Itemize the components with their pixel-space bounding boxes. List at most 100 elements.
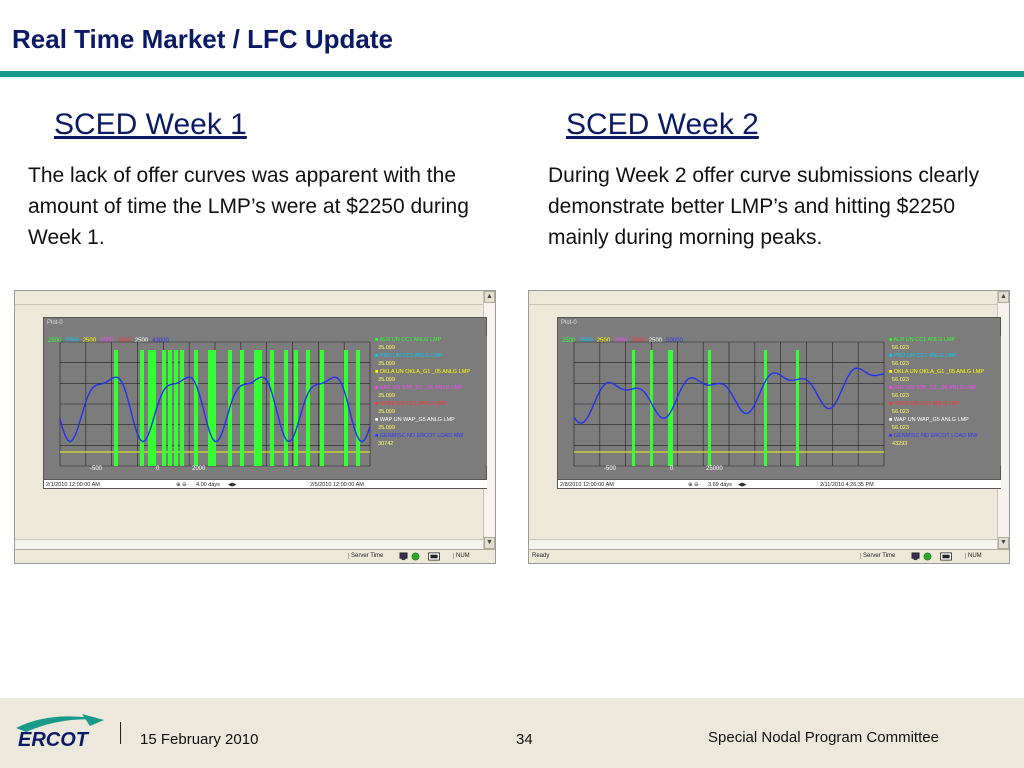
legend-label: ■ OKLA UN OKLA_G1 _05 ANLG LMP (375, 369, 471, 375)
week1-heading: SCED Week 1 (54, 108, 247, 141)
header-value: 2500 (82, 338, 97, 344)
nav-arrows-icon[interactable]: ◀▶ (738, 482, 747, 488)
slide-footer: ERCOT 15 February 2010 34 Special Nodal … (0, 698, 1024, 768)
bottom-value: 2000 (192, 466, 206, 472)
price-spike (114, 350, 118, 466)
bottom-value: 25000 (706, 466, 723, 472)
axis-span: 3.69 days (708, 482, 732, 488)
price-spike (168, 350, 172, 466)
horizontal-scrollbar[interactable] (529, 539, 997, 549)
legend-value: 56.023 (889, 425, 909, 431)
bottom-value: 0 (156, 466, 160, 472)
legend-item: ■ OKLA UN OKLA_G1 _05 ANLG LMP 56.023 (889, 368, 1001, 384)
window-statusbar: Server Time NUM (15, 549, 495, 563)
price-spike (194, 350, 198, 466)
server-time-label: Server Time (348, 553, 394, 559)
legend-label: ■ OKLA UN OKLA_G1 _05 ANLG LMP (889, 369, 985, 375)
price-spike (668, 350, 671, 466)
monitor-icon (399, 552, 408, 561)
plot-header-values: 2500 2500 2500 2500 2500 2500 43000 (48, 338, 173, 344)
legend-value: 56.023 (889, 361, 909, 367)
legend-value: 35.099 (375, 393, 395, 399)
legend-item: ■ ALR UN CC1 ANLG LMP 56.023 (889, 336, 1001, 352)
week1-time-axis: 2/1/2010 12:00:00 AM ⊕ ⊖ 4.00 days ◀▶ 2/… (44, 479, 487, 488)
num-lock-label: NUM (453, 553, 470, 559)
legend-item: ■ WAP UN WAP_G5 ANLG LMP 56.023 (889, 416, 1001, 432)
legend-item: ■ ALR UN CC1 ANLG LMP 35.099 (375, 336, 487, 352)
week1-screenshot-window: ▲ ▼ Plot-0 2500 2500 2500 2500 2500 2500 43000 … (14, 290, 496, 564)
ready-label: Ready (532, 553, 550, 559)
price-spike (212, 350, 216, 466)
price-spike (180, 350, 184, 466)
week2-legend: ■ ALR UN CC1 ANLG LMP 56.023 ■ PSO UN CC1… (889, 336, 1001, 466)
legend-label: ■ WAP UN WAP_G5 ANLG LMP (889, 417, 969, 423)
price-spike (356, 350, 360, 466)
price-spike (650, 350, 653, 466)
legend-label: ■ PSO UN CC1 ANLG LMP (375, 353, 443, 359)
legend-value: 35.099 (375, 409, 395, 415)
week2-screenshot-window: ▲ ▼ Plot-0 2500 2500 2500 2500 2500 2500 50000 … (528, 290, 1010, 564)
week1-plot: Plot-0 2500 2500 2500 2500 2500 2500 43000 -50… (43, 317, 487, 489)
week2-plot: Plot-0 2500 2500 2500 2500 2500 2500 50000 -50… (557, 317, 1001, 489)
legend-value: 56.023 (889, 393, 909, 399)
legend-label: ■ ALR UN CC1 ANLG LMP (889, 337, 956, 343)
legend-label: ■ GENMISC ND ERCOT LOAD MW (375, 433, 464, 439)
legend-label: ■ DUKE UN CC1 ANLG LMP (889, 401, 961, 407)
legend-value: 56.023 (889, 409, 909, 415)
scroll-down-icon[interactable]: ▼ (484, 537, 495, 549)
price-spike (344, 350, 348, 466)
window-topbar (15, 291, 495, 305)
scroll-up-icon[interactable]: ▲ (998, 291, 1009, 303)
num-lock-label: NUM (965, 553, 982, 559)
bottom-value: 0 (670, 466, 674, 472)
zoom-controls-icon[interactable]: ⊕ ⊖ (688, 482, 699, 488)
week1-line-chart: -500 0 2000 (59, 341, 371, 472)
price-spike (284, 350, 288, 466)
nav-arrows-icon[interactable]: ◀▶ (228, 482, 237, 488)
load-curve (59, 376, 371, 443)
scroll-down-icon[interactable]: ▼ (998, 537, 1009, 549)
header-value: 2500 (117, 338, 131, 344)
page-number: 34 (516, 731, 533, 748)
legend-item: ■ WAP UN WAP_G5 ANLG LMP 35.099 (375, 416, 487, 432)
price-spike (174, 350, 178, 466)
legend-value: 43293 (889, 441, 908, 447)
price-spike (208, 350, 212, 466)
legend-item: ■ ERF UN STP_G1 _06 ANLG LMP 35.099 (375, 384, 487, 400)
plot-header-values: 2500 2500 2500 2500 2500 2500 50000 (562, 338, 687, 344)
zoom-controls-icon[interactable]: ⊕ ⊖ (176, 482, 187, 488)
legend-label: ■ ALR UN CC1 ANLG LMP (375, 337, 442, 343)
logo-text: ERCOT (18, 729, 90, 751)
plot-label: Plot-0 (561, 320, 577, 326)
legend-value: 35.099 (375, 425, 395, 431)
legend-value: 56.023 (889, 377, 909, 383)
axis-end-time: 2/5/2010 12:00:00 AM (310, 482, 364, 488)
header-value: 2500 (596, 338, 611, 344)
legend-value: 30742 (375, 441, 394, 447)
server-time-label: Server Time (860, 553, 906, 559)
indicator-icon (428, 552, 440, 561)
axis-start-time: 2/1/2010 12:00:00 AM (46, 482, 100, 488)
week2-line-chart: -500 0 25000 (573, 341, 885, 472)
price-spike (764, 350, 767, 466)
load-curve (573, 367, 885, 424)
legend-item: ■ OKLA UN OKLA_G1 _05 ANLG LMP 35.099 (375, 368, 487, 384)
header-value: 2500 (631, 338, 645, 344)
price-spike (796, 350, 799, 466)
scroll-up-icon[interactable]: ▲ (484, 291, 495, 303)
header-value: 2500 (614, 338, 628, 344)
bottom-value: -500 (90, 466, 103, 472)
horizontal-scrollbar[interactable] (15, 539, 483, 549)
window-topbar (529, 291, 1009, 305)
header-value: 43000 (152, 338, 169, 344)
legend-item: ■ DUKE UN CC1 ANLG LMP 35.099 (375, 400, 487, 416)
monitor-icon (911, 552, 920, 561)
legend-item: ■ PSO UN CC1 ANLG LMP 56.023 (889, 352, 1001, 368)
price-spike (320, 350, 324, 466)
header-value: 2500 (648, 338, 663, 344)
status-green-icon (411, 552, 420, 561)
price-spike (162, 350, 166, 466)
price-spike (140, 350, 144, 466)
slide-title: Real Time Market / LFC Update (12, 24, 393, 54)
